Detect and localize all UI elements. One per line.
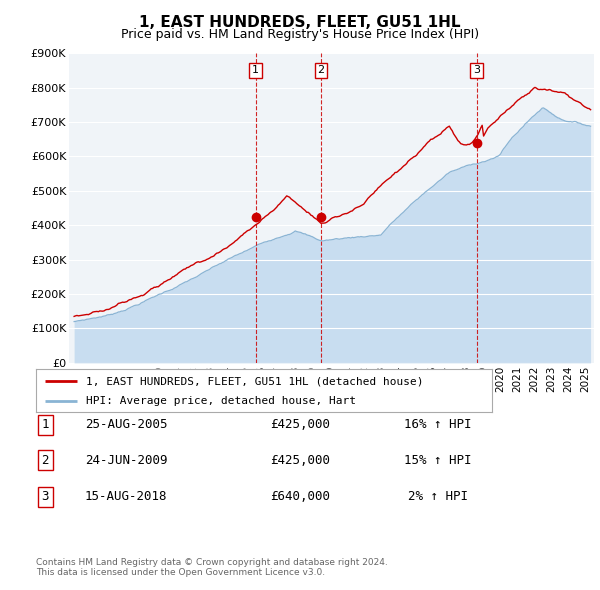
- Text: 3: 3: [41, 490, 49, 503]
- Text: 3: 3: [473, 65, 480, 76]
- Text: £425,000: £425,000: [270, 454, 330, 467]
- Text: HPI: Average price, detached house, Hart: HPI: Average price, detached house, Hart: [86, 396, 356, 406]
- Text: 2% ↑ HPI: 2% ↑ HPI: [408, 490, 468, 503]
- Text: 16% ↑ HPI: 16% ↑ HPI: [404, 418, 472, 431]
- Text: 2: 2: [41, 454, 49, 467]
- Text: 1, EAST HUNDREDS, FLEET, GU51 1HL (detached house): 1, EAST HUNDREDS, FLEET, GU51 1HL (detac…: [86, 376, 424, 386]
- Text: 1: 1: [252, 65, 259, 76]
- Text: 25-AUG-2005: 25-AUG-2005: [85, 418, 167, 431]
- Text: 24-JUN-2009: 24-JUN-2009: [85, 454, 167, 467]
- Text: Contains HM Land Registry data © Crown copyright and database right 2024.
This d: Contains HM Land Registry data © Crown c…: [36, 558, 388, 577]
- Text: 15-AUG-2018: 15-AUG-2018: [85, 490, 167, 503]
- Text: 1: 1: [41, 418, 49, 431]
- Text: 2: 2: [317, 65, 325, 76]
- Text: Price paid vs. HM Land Registry's House Price Index (HPI): Price paid vs. HM Land Registry's House …: [121, 28, 479, 41]
- Text: £640,000: £640,000: [270, 490, 330, 503]
- Text: 15% ↑ HPI: 15% ↑ HPI: [404, 454, 472, 467]
- Text: £425,000: £425,000: [270, 418, 330, 431]
- Text: 1, EAST HUNDREDS, FLEET, GU51 1HL: 1, EAST HUNDREDS, FLEET, GU51 1HL: [139, 15, 461, 30]
